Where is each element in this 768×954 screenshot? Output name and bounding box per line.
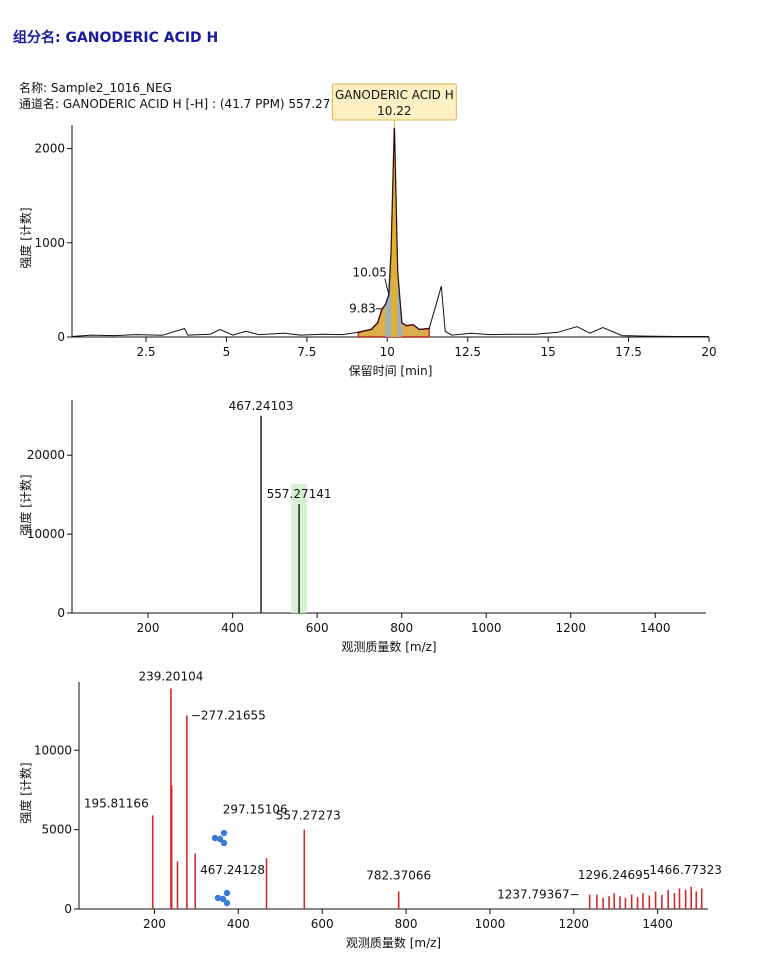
y-tick-label-1: 0	[57, 606, 65, 620]
channel-name: 通道名: GANODERIC ACID H [-H] : (41.7 PPM) …	[19, 97, 346, 111]
y-tick-label-2: 0	[64, 902, 72, 916]
x-tick-label-0: 10	[380, 345, 395, 359]
x-tick-label-0: 2.5	[136, 345, 155, 359]
x-tick-label-1: 400	[221, 621, 244, 635]
fragment-mz-label: 297.15106	[223, 802, 288, 816]
x-axis-label-2: 观测质量数 [m/z]	[346, 935, 441, 950]
x-tick-label-1: 1400	[640, 621, 671, 635]
fragment-mz-label: 239.20104	[138, 669, 203, 683]
fragment-mz-label: 782.37066	[366, 869, 431, 883]
x-axis-label-1: 观测质量数 [m/z]	[341, 639, 436, 654]
x-tick-label-1: 600	[306, 621, 329, 635]
x-tick-label-2: 1400	[642, 917, 673, 931]
x-axis-label-0: 保留时间 [min]	[349, 364, 433, 378]
peak-mz-label: 467.24103	[229, 399, 294, 413]
x-tick-label-0: 5	[223, 345, 231, 359]
component-title: 组分名: GANODERIC ACID H	[13, 30, 219, 46]
peak-annotation: 9.83	[349, 302, 376, 316]
sample-name: 名称: Sample2_1016_NEG	[19, 81, 172, 95]
x-tick-label-2: 400	[227, 917, 250, 931]
chromatogram-trace	[71, 127, 709, 337]
y-tick-label-0: 0	[57, 330, 65, 344]
peak-annotation: 10.05	[353, 266, 387, 280]
fragment-mz-label: −277.21655	[191, 708, 266, 722]
y-tick-label-0: 2000	[34, 142, 65, 156]
fragment-mz-label: 1466.77323	[649, 863, 722, 877]
fragment-mz-label: 1296.24695	[578, 868, 651, 882]
x-tick-label-1: 1200	[555, 621, 586, 635]
x-tick-label-2: 200	[143, 917, 166, 931]
fragment-mz-label: 195.81166	[84, 796, 149, 810]
y-axis-label-2: 强度 [计数]	[18, 762, 33, 823]
x-tick-label-2: 1200	[559, 917, 590, 931]
fragment-mz-label: 557.27273	[276, 809, 341, 823]
fragment-mz-label: 1237.79367−	[497, 888, 580, 902]
x-tick-label-1: 200	[137, 621, 160, 635]
peak-main-fill	[391, 127, 398, 338]
y-tick-label-2: 5000	[41, 823, 72, 837]
molecule-icon	[211, 829, 228, 847]
y-tick-label-1: 10000	[27, 527, 65, 541]
peak-label-rt: 10.22	[377, 104, 411, 118]
x-tick-label-0: 7.5	[297, 345, 316, 359]
x-tick-label-0: 15	[541, 345, 556, 359]
x-tick-label-2: 1000	[475, 917, 506, 931]
y-tick-label-0: 1000	[34, 236, 65, 250]
molecule-icon	[214, 889, 231, 907]
x-tick-label-2: 800	[395, 917, 418, 931]
peak-label-name: GANODERIC ACID H	[335, 88, 454, 102]
x-tick-label-2: 600	[311, 917, 334, 931]
peak-annotation-leader	[384, 278, 390, 295]
x-tick-label-1: 800	[390, 621, 413, 635]
x-tick-label-0: 20	[701, 345, 716, 359]
y-tick-label-2: 10000	[34, 743, 72, 757]
y-axis-label-0: 强度 [计数]	[18, 207, 33, 268]
x-tick-label-0: 17.5	[615, 345, 642, 359]
x-tick-label-0: 12.5	[454, 345, 481, 359]
y-axis-label-1: 强度 [计数]	[18, 474, 33, 535]
fragment-mz-label: 467.24128	[200, 863, 265, 877]
peak-mz-label: 557.27141	[267, 487, 332, 501]
y-tick-label-1: 20000	[27, 448, 65, 462]
x-tick-label-1: 1000	[471, 621, 502, 635]
